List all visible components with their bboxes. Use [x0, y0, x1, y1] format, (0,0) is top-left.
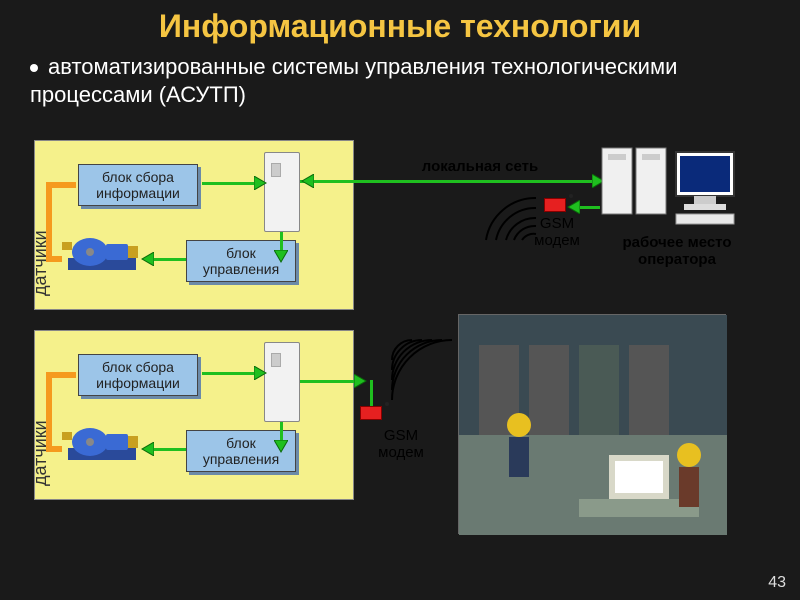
- arrowhead-7: [354, 374, 368, 388]
- arrowhead-4: [254, 366, 268, 380]
- cabinet-1: [264, 152, 300, 232]
- lan-label: локальная сеть: [400, 158, 560, 175]
- data-collection-label-1: блок сбора информации: [78, 164, 198, 206]
- bullet-content: автоматизированные системы управления те…: [30, 54, 677, 107]
- gsm-modem-2: [360, 406, 382, 420]
- arrow-lan: [300, 180, 596, 183]
- cabinet-2: [264, 342, 300, 422]
- workstation-label: рабочее место оператора: [602, 234, 752, 269]
- sensor-line-1c: [46, 256, 62, 262]
- page-number: 43: [768, 574, 786, 592]
- arrow-ctrl2-pump2: [150, 448, 186, 451]
- page-title: Информационные технологии: [0, 0, 800, 45]
- gsm-label-2: GSM модем: [368, 428, 434, 461]
- operator-room-photo: [458, 314, 726, 534]
- arrow-data1-cab1: [202, 182, 258, 185]
- sensor-line-2c: [46, 446, 62, 452]
- data-collection-label-2: блок сбора информации: [78, 354, 198, 396]
- bullet-text: автоматизированные системы управления те…: [0, 45, 800, 118]
- bullet-dot: [30, 64, 38, 72]
- radio-waves-2: [382, 330, 462, 410]
- sensor-line-1b: [46, 182, 76, 188]
- sensor-line-1a: [46, 182, 52, 262]
- arrowhead-5: [274, 440, 288, 454]
- arrowhead-3: [140, 252, 154, 266]
- workstation-icon: [598, 142, 748, 230]
- pump-icon-1: [62, 228, 142, 276]
- sensors-label-1: датчики: [30, 268, 51, 296]
- arrow-cab2-gsm2: [300, 380, 358, 383]
- arrow-ctrl1-pump1: [150, 258, 186, 261]
- arrowhead-2: [274, 250, 288, 264]
- arrow-gsm2-down: [370, 380, 373, 406]
- arrowhead-lan-l: [300, 174, 314, 188]
- sensors-label-2: датчики: [30, 458, 51, 486]
- pump-icon-2: [62, 418, 142, 466]
- arrow-data2-cab2: [202, 372, 258, 375]
- sensor-line-2a: [46, 372, 52, 452]
- arrowhead-6: [140, 442, 154, 456]
- radio-waves-1: [478, 190, 544, 250]
- arrowhead-gsm1: [566, 200, 580, 214]
- gsm-modem-1: [544, 198, 566, 212]
- arrowhead-1: [254, 176, 268, 190]
- gsm-antenna-1: [569, 194, 573, 198]
- sensor-line-2b: [46, 372, 76, 378]
